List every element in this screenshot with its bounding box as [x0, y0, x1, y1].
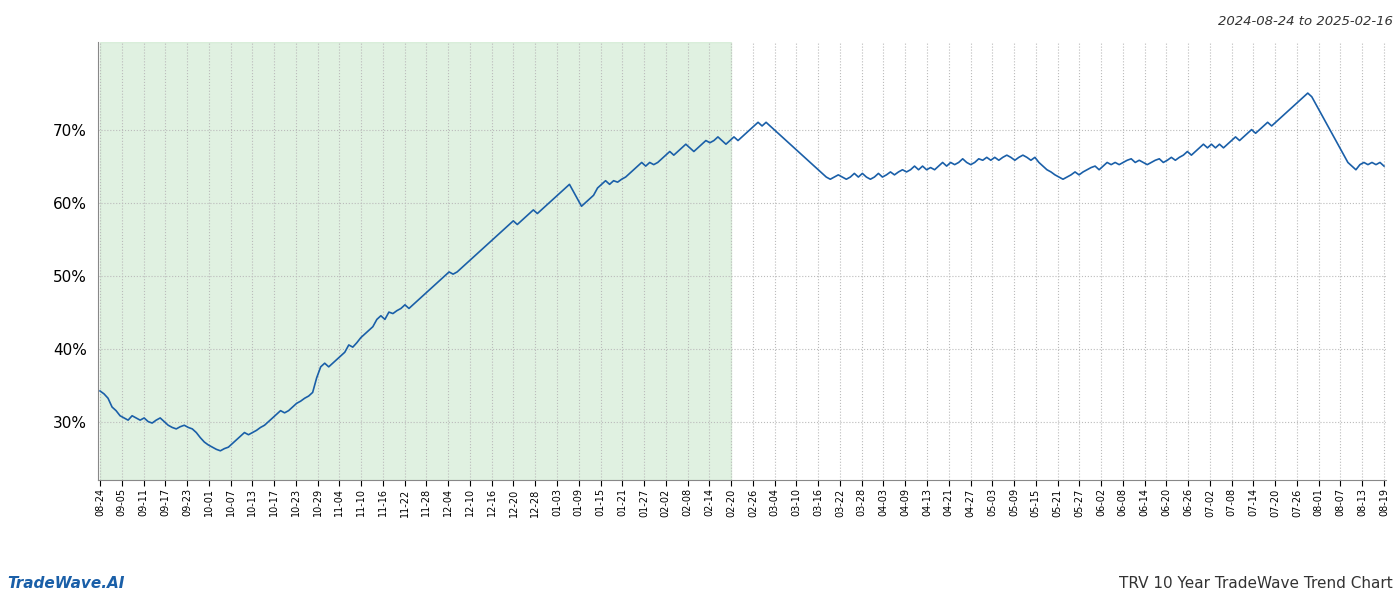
Text: TRV 10 Year TradeWave Trend Chart: TRV 10 Year TradeWave Trend Chart	[1119, 576, 1393, 591]
Bar	[99, 42, 731, 480]
Text: TradeWave.AI: TradeWave.AI	[7, 576, 125, 591]
Text: 2024-08-24 to 2025-02-16: 2024-08-24 to 2025-02-16	[1218, 15, 1393, 28]
